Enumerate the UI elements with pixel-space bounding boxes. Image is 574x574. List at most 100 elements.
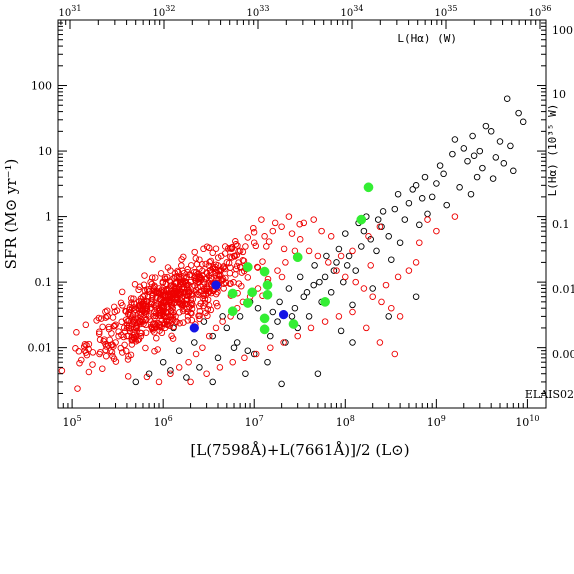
data-point-red bbox=[363, 324, 370, 332]
data-point-red bbox=[95, 314, 103, 322]
data-point-red bbox=[127, 351, 135, 359]
data-point-red bbox=[252, 350, 260, 358]
data-point-red bbox=[378, 298, 385, 306]
top-tick-label: 1035 bbox=[435, 4, 458, 19]
data-point-red bbox=[161, 274, 169, 281]
data-point-red bbox=[132, 306, 139, 313]
data-point-red bbox=[138, 308, 145, 316]
data-point-black bbox=[451, 136, 459, 143]
data-point-black bbox=[291, 304, 299, 312]
y-tick-label: 1 bbox=[45, 211, 52, 224]
data-point-red bbox=[85, 368, 93, 376]
data-point-red bbox=[265, 238, 273, 245]
data-point-black bbox=[396, 239, 404, 246]
data-point-red bbox=[394, 273, 402, 281]
data-point-red bbox=[203, 370, 210, 377]
data-point-red bbox=[250, 239, 258, 246]
data-point-red bbox=[349, 247, 356, 255]
data-point-red bbox=[296, 220, 303, 228]
data-point-green bbox=[356, 214, 367, 225]
data-point-red bbox=[219, 275, 227, 283]
data-point-red bbox=[95, 330, 103, 337]
data-point-red bbox=[204, 296, 212, 303]
data-point-red bbox=[164, 273, 171, 281]
data-point-red bbox=[183, 300, 191, 308]
data-point-red bbox=[278, 223, 285, 230]
data-point-black bbox=[300, 293, 308, 300]
data-point-black bbox=[464, 157, 471, 165]
data-point-red bbox=[157, 270, 165, 277]
data-point-green bbox=[247, 287, 258, 298]
data-point-red bbox=[126, 309, 133, 316]
data-point-black bbox=[269, 308, 277, 316]
data-point-red bbox=[367, 262, 374, 269]
data-point-red bbox=[314, 252, 322, 260]
data-point-red bbox=[105, 323, 112, 331]
data-point-red bbox=[72, 345, 79, 352]
right-tick-label: 0.1 bbox=[552, 218, 570, 231]
data-point-red bbox=[365, 233, 372, 240]
data-point-black bbox=[385, 313, 392, 320]
data-point-black bbox=[267, 332, 274, 340]
data-point-red bbox=[150, 320, 157, 328]
data-point-red bbox=[168, 282, 175, 289]
data-point-red bbox=[172, 318, 179, 325]
data-point-red bbox=[202, 260, 209, 268]
y-axis-title: SFR (M⊙ yr⁻¹) bbox=[2, 159, 20, 270]
data-point-red bbox=[112, 321, 119, 328]
data-point-red bbox=[207, 306, 215, 314]
data-point-black bbox=[305, 313, 313, 320]
data-point-red bbox=[192, 350, 200, 358]
data-point-red bbox=[327, 233, 335, 240]
data-point-red bbox=[153, 334, 160, 342]
data-point-red bbox=[105, 325, 113, 333]
data-point-black bbox=[250, 350, 258, 358]
data-point-red bbox=[227, 264, 234, 271]
data-point-red bbox=[143, 373, 151, 381]
data-point-red bbox=[180, 274, 187, 281]
data-point-black bbox=[214, 354, 222, 362]
data-point-red bbox=[102, 352, 110, 360]
data-point-green bbox=[262, 289, 273, 300]
data-point-black bbox=[418, 195, 426, 202]
data-point-red bbox=[235, 248, 242, 255]
data-point-green bbox=[259, 266, 270, 277]
data-point-red bbox=[244, 274, 252, 281]
data-point-blue bbox=[211, 280, 221, 290]
data-point-red bbox=[98, 315, 105, 322]
data-point-red bbox=[181, 278, 188, 285]
data-point-black bbox=[360, 227, 368, 235]
data-point-black bbox=[327, 289, 335, 296]
data-point-red bbox=[305, 247, 313, 255]
data-point-red bbox=[133, 328, 140, 335]
data-point-red bbox=[122, 347, 130, 355]
data-point-black bbox=[515, 109, 522, 117]
data-point-red bbox=[141, 287, 149, 295]
data-point-red bbox=[155, 320, 162, 327]
data-point-black bbox=[264, 358, 271, 366]
data-point-red bbox=[193, 290, 201, 298]
data-point-red bbox=[155, 378, 163, 386]
y-tick-label: 100 bbox=[31, 80, 52, 93]
data-point-red bbox=[254, 263, 261, 271]
data-point-red bbox=[96, 336, 104, 343]
data-point-black bbox=[285, 285, 293, 292]
data-point-red bbox=[258, 216, 265, 223]
data-point-black bbox=[507, 142, 514, 150]
data-point-green bbox=[288, 319, 299, 329]
data-point-red bbox=[132, 338, 140, 345]
data-point-green bbox=[259, 324, 270, 335]
data-point-red bbox=[261, 233, 268, 240]
data-point-red bbox=[220, 285, 227, 292]
data-point-green bbox=[292, 252, 303, 263]
data-point-red bbox=[229, 358, 236, 366]
data-point-red bbox=[280, 339, 287, 346]
data-point-black bbox=[345, 252, 353, 260]
data-point-red bbox=[188, 305, 196, 313]
data-point-red bbox=[207, 257, 215, 265]
data-point-red bbox=[192, 255, 200, 262]
data-point-red bbox=[131, 281, 139, 288]
data-point-red bbox=[73, 329, 80, 336]
data-point-red bbox=[153, 288, 161, 295]
data-point-red bbox=[142, 317, 149, 324]
